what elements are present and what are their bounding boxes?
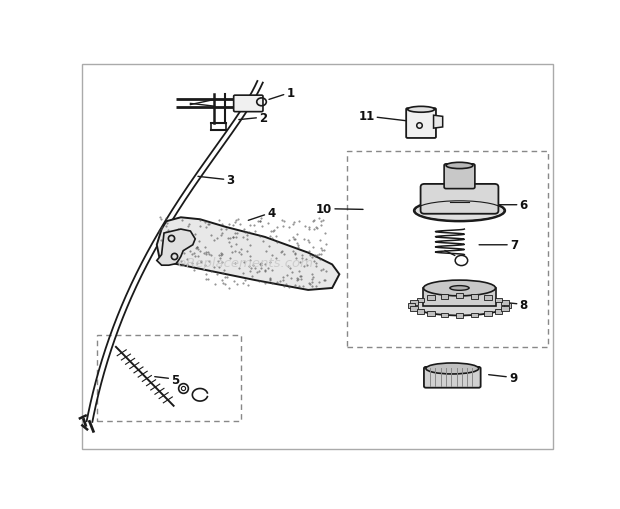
- FancyBboxPatch shape: [444, 164, 475, 189]
- Ellipse shape: [423, 280, 495, 296]
- Ellipse shape: [407, 107, 435, 113]
- Text: 9: 9: [489, 371, 517, 384]
- Text: 10: 10: [316, 203, 363, 216]
- FancyBboxPatch shape: [423, 289, 495, 306]
- Polygon shape: [433, 116, 443, 129]
- FancyBboxPatch shape: [484, 312, 492, 316]
- FancyBboxPatch shape: [503, 304, 512, 308]
- FancyBboxPatch shape: [417, 298, 425, 303]
- Text: 2: 2: [239, 111, 267, 124]
- FancyBboxPatch shape: [495, 309, 502, 314]
- Ellipse shape: [450, 286, 469, 291]
- Text: eReplaceme​nts.com: eReplaceme​nts.com: [178, 257, 313, 269]
- Polygon shape: [157, 230, 195, 266]
- FancyBboxPatch shape: [456, 314, 463, 318]
- Ellipse shape: [446, 163, 473, 169]
- FancyBboxPatch shape: [407, 304, 415, 308]
- Ellipse shape: [426, 363, 479, 374]
- FancyBboxPatch shape: [495, 298, 502, 303]
- Text: 4: 4: [249, 207, 275, 221]
- Text: 3: 3: [198, 174, 234, 187]
- FancyBboxPatch shape: [456, 294, 463, 299]
- FancyBboxPatch shape: [410, 307, 418, 312]
- Ellipse shape: [414, 201, 505, 222]
- FancyBboxPatch shape: [502, 301, 509, 305]
- FancyBboxPatch shape: [441, 294, 448, 299]
- Text: 7: 7: [479, 239, 518, 252]
- FancyBboxPatch shape: [427, 296, 435, 300]
- FancyBboxPatch shape: [502, 307, 509, 312]
- FancyBboxPatch shape: [471, 313, 478, 318]
- FancyBboxPatch shape: [410, 301, 418, 305]
- FancyBboxPatch shape: [484, 296, 492, 300]
- Polygon shape: [157, 218, 339, 290]
- FancyBboxPatch shape: [441, 313, 448, 318]
- FancyBboxPatch shape: [234, 96, 263, 112]
- Text: 5: 5: [155, 373, 179, 386]
- FancyBboxPatch shape: [427, 312, 435, 316]
- FancyBboxPatch shape: [406, 109, 436, 138]
- Text: 1: 1: [269, 87, 294, 100]
- FancyBboxPatch shape: [471, 294, 478, 299]
- FancyBboxPatch shape: [420, 185, 498, 214]
- FancyBboxPatch shape: [417, 309, 425, 314]
- Text: 8: 8: [501, 298, 528, 312]
- Ellipse shape: [413, 296, 507, 316]
- Text: 6: 6: [498, 199, 528, 212]
- Text: 11: 11: [358, 110, 406, 123]
- FancyBboxPatch shape: [424, 367, 480, 388]
